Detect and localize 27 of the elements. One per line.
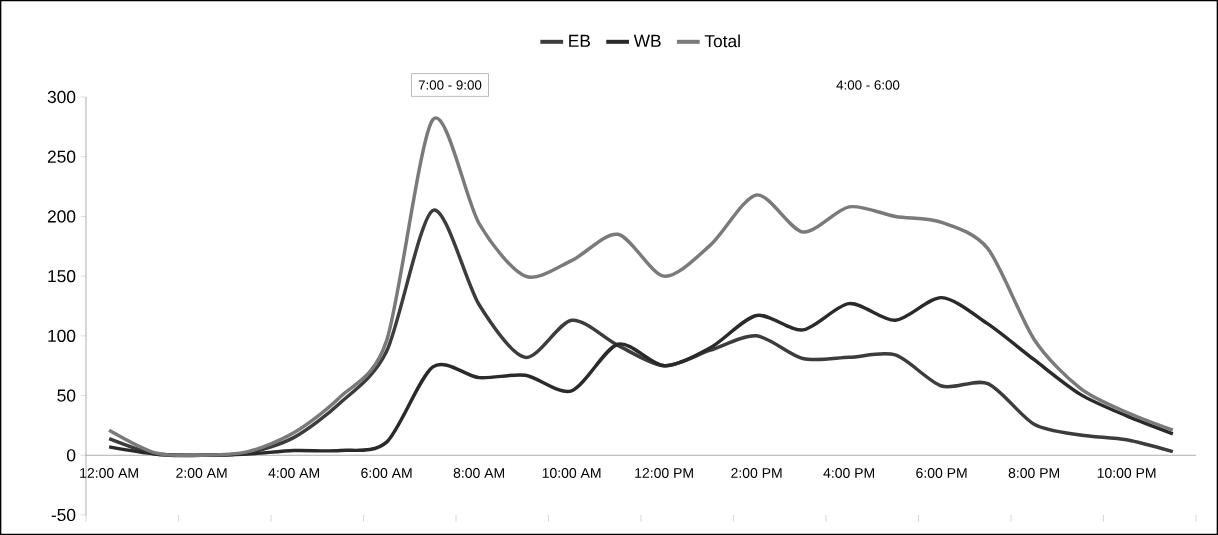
x-tick-label: 8:00 AM <box>453 467 505 478</box>
x-tick-label: 4:00 AM <box>268 467 320 478</box>
text: 4:00 - 6:00 <box>836 80 900 90</box>
y-tick-label: -50 <box>51 508 76 522</box>
text: 7:00 - 9:00 <box>418 80 482 90</box>
x-tick-label: 6:00 PM <box>916 467 967 478</box>
x-tick-label: 2:00 PM <box>731 467 782 478</box>
legend-label: Total <box>704 34 740 48</box>
legend-label: WB <box>633 34 661 47</box>
y-tick-label: 100 <box>48 329 76 342</box>
x-tick-label: 4:00 PM <box>823 467 875 478</box>
y-tick-label: 50 <box>57 389 76 402</box>
y-tick-label: 250 <box>47 150 76 163</box>
y-tick-label: 200 <box>47 210 76 223</box>
x-tick-label: 10:00 PM <box>1097 467 1156 478</box>
x-tick-label: 2:00 AM <box>176 467 227 478</box>
y-tick-label: 150 <box>48 269 76 283</box>
y-tick-label: 300 <box>47 90 76 104</box>
legend-label: EB <box>569 34 590 47</box>
x-tick-label: 6:00 AM <box>361 467 412 478</box>
x-tick-label: 12:00 PM <box>635 467 693 478</box>
line-series <box>107 117 1175 458</box>
line-series <box>107 295 1175 458</box>
x-tick-label: 12:00 AM <box>80 467 138 478</box>
x-tick-label: 8:00 PM <box>1008 467 1060 478</box>
x-tick-label: 10:00 AM <box>542 467 601 478</box>
y-tick-label: 0 <box>67 449 76 462</box>
